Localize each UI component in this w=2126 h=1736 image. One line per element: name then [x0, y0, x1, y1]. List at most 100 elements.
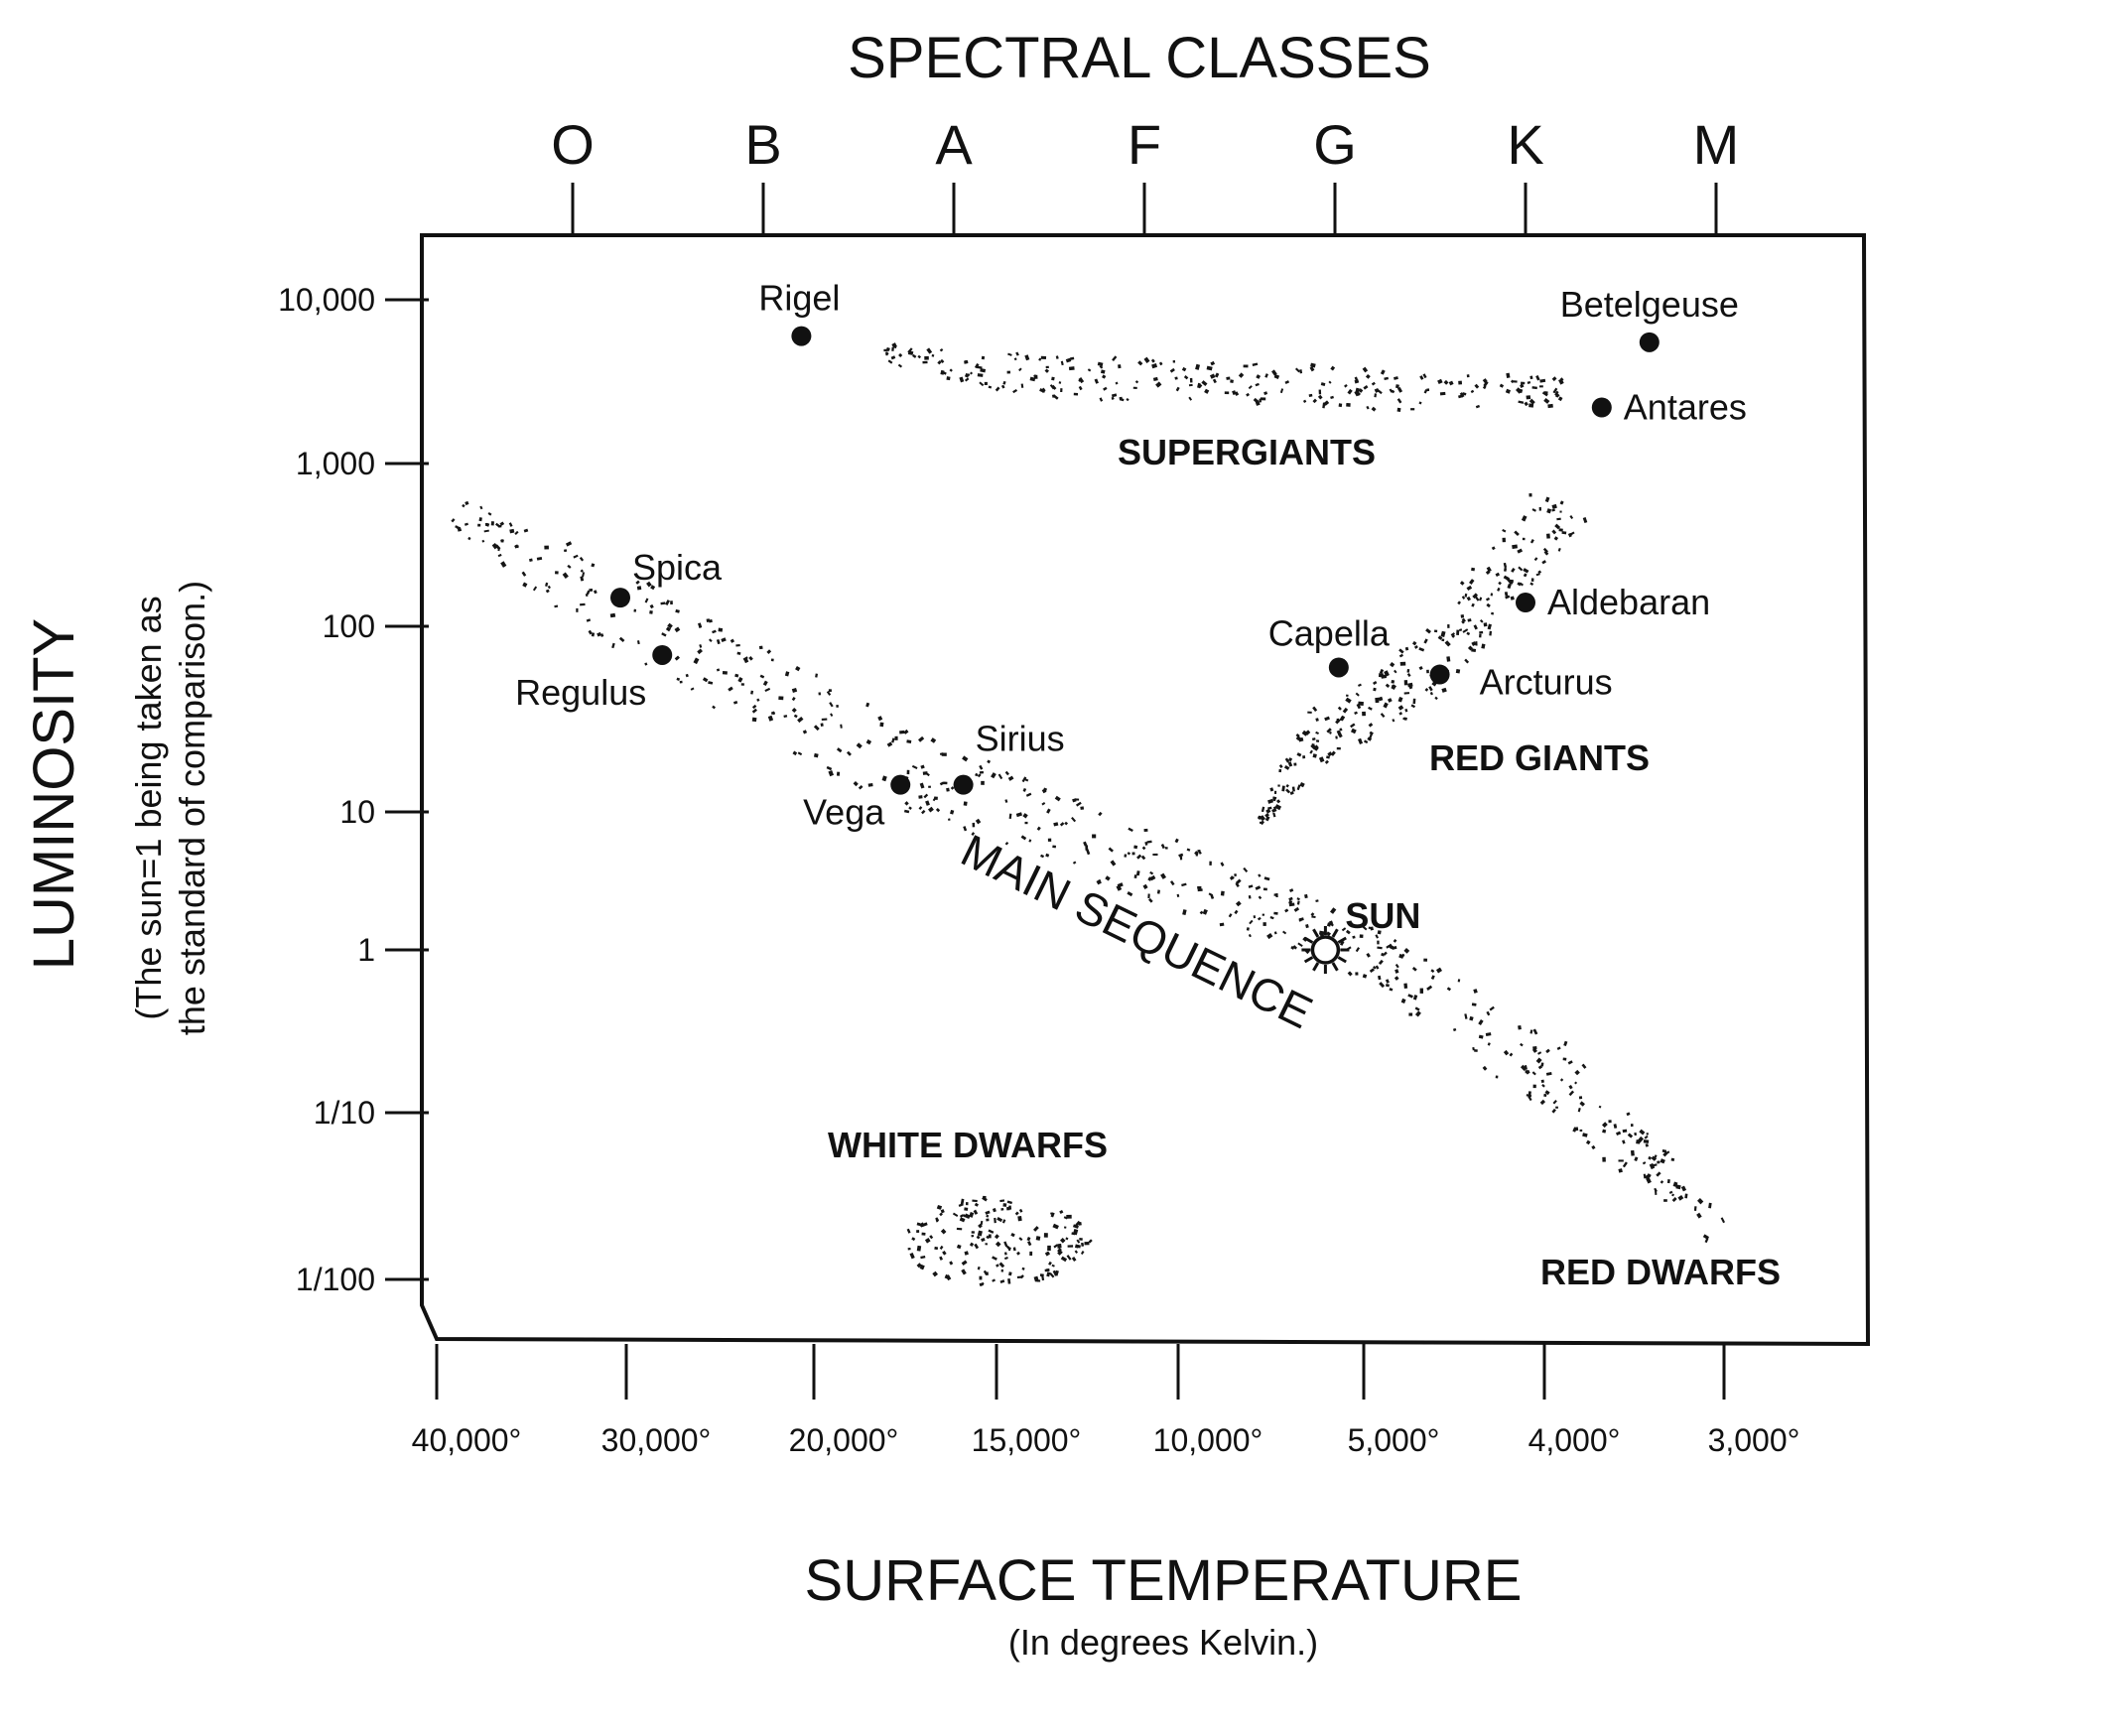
star-speck: [582, 572, 586, 578]
star-speck: [1704, 1237, 1709, 1244]
star-speck: [1506, 372, 1511, 378]
star-speck: [981, 355, 986, 360]
star-speck: [1201, 380, 1208, 386]
star-speck: [939, 1212, 943, 1217]
star-speck: [1014, 1211, 1019, 1216]
star-speck: [1622, 1129, 1628, 1134]
star-speck: [1518, 1024, 1522, 1030]
star-speck: [1024, 821, 1028, 825]
star-speck: [1209, 861, 1212, 866]
star-speck: [1460, 614, 1465, 618]
star-speck: [1143, 356, 1150, 363]
star-speck: [609, 612, 616, 618]
star-speck: [974, 1243, 980, 1250]
star-speck: [1646, 1133, 1649, 1135]
star-speck: [1386, 944, 1391, 949]
star-speck: [1693, 1206, 1697, 1211]
star-speck: [1169, 880, 1175, 886]
star-speck: [1559, 1078, 1564, 1082]
star-speck: [698, 622, 703, 628]
star-speck: [1418, 666, 1423, 671]
star-speck: [1539, 378, 1546, 383]
star-speck: [879, 722, 884, 728]
star-speck: [1540, 1062, 1544, 1067]
star-speck: [935, 807, 941, 813]
star-speck: [1464, 658, 1470, 664]
star-speck: [1033, 374, 1037, 378]
star-speck: [1407, 994, 1413, 999]
star-speck: [952, 1212, 959, 1217]
star-speck: [1395, 969, 1399, 974]
star-speck: [650, 585, 656, 591]
star-speck: [1535, 374, 1540, 381]
sun-ray: [1331, 928, 1339, 938]
star-speck: [1311, 737, 1316, 741]
star-speck: [1491, 611, 1495, 615]
star-speck: [1483, 622, 1488, 627]
star-speck: [1214, 372, 1220, 378]
star-speck: [1523, 573, 1528, 578]
star-speck: [1533, 557, 1538, 562]
star-speck: [916, 1263, 922, 1269]
star-speck: [1045, 365, 1049, 369]
star-speck: [1541, 560, 1546, 565]
star-speck: [970, 371, 974, 375]
star-speck: [1025, 792, 1032, 797]
star-speck: [1355, 972, 1359, 976]
star-speck: [813, 752, 819, 758]
star-speck: [877, 716, 883, 722]
star-regulus: Regulus: [515, 644, 673, 713]
star-speck: [1258, 873, 1262, 877]
star-speck: [1067, 1245, 1074, 1248]
star-speck: [1075, 801, 1082, 807]
star-speck: [716, 639, 721, 645]
star-speck: [1591, 1144, 1596, 1150]
star-speck: [1522, 537, 1526, 541]
star-speck: [1461, 596, 1466, 600]
star-speck: [1398, 653, 1403, 658]
star-speck: [1551, 529, 1557, 535]
star-speck: [1365, 373, 1371, 379]
star-speck: [1574, 1069, 1580, 1076]
star-speck: [971, 1231, 975, 1234]
star-speck: [1521, 515, 1528, 522]
x-axis-ticks: 40,000° 30,000° 20,000° 15,000° 10,000° 5,000…: [412, 1344, 1799, 1458]
star-speck: [826, 765, 833, 771]
star-speck: [1396, 407, 1401, 413]
star-speck: [1317, 394, 1323, 400]
star-speck: [1503, 562, 1508, 569]
star-speck: [1033, 1226, 1039, 1232]
star-speck: [1579, 1101, 1585, 1107]
star-speck: [1235, 882, 1240, 888]
star-speck: [997, 773, 1003, 780]
star-speck: [1013, 357, 1017, 361]
star-speck: [1555, 393, 1558, 398]
star-speck: [977, 773, 982, 778]
star-speck: [1267, 798, 1274, 804]
star-speck: [1264, 813, 1269, 818]
star-speck: [1284, 908, 1289, 913]
star-speck: [991, 772, 997, 779]
star-speck: [890, 355, 896, 360]
star-speck: [995, 1241, 1001, 1248]
star-speck: [1513, 380, 1518, 383]
star-speck: [1391, 679, 1395, 684]
star-speck: [1551, 1108, 1556, 1114]
star-speck: [1455, 668, 1461, 674]
star-speck: [1017, 1215, 1022, 1222]
star-speck: [1243, 364, 1249, 368]
star-speck: [1469, 579, 1475, 585]
star-speck: [959, 1214, 964, 1218]
star-speck: [1255, 400, 1261, 406]
star-speck: [1066, 1255, 1072, 1261]
star-speck: [963, 826, 968, 832]
star-speck: [1389, 988, 1394, 992]
star-speck: [1272, 796, 1277, 800]
star-speck: [1514, 530, 1520, 537]
star-speck: [985, 1243, 988, 1246]
star-speck: [1279, 388, 1284, 394]
star-speck: [1326, 755, 1330, 759]
star-label-regulus: Regulus: [515, 672, 646, 713]
star-speck: [828, 689, 832, 693]
star-speck: [1649, 1162, 1656, 1170]
